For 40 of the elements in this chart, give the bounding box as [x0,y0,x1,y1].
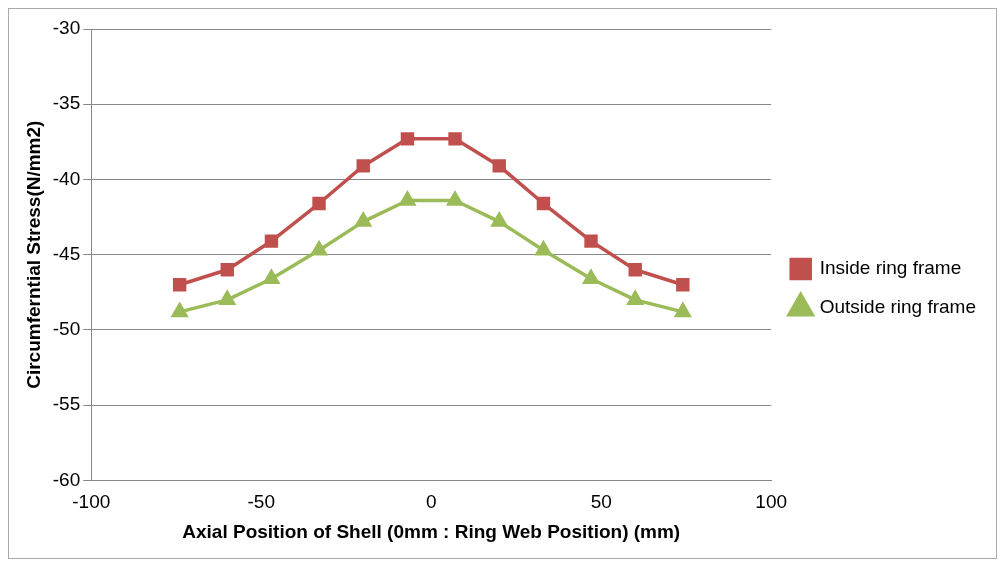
point [447,191,463,206]
x-tick-label: -100 [72,491,111,513]
point [263,270,280,285]
x-tick-label: -50 [247,491,275,513]
y-tick-label: -55 [52,393,81,415]
point [264,234,279,248]
point [312,196,326,211]
point [628,263,642,277]
point [492,159,506,173]
y-tick-label: -50 [52,318,81,340]
point [491,212,508,227]
point [171,303,188,318]
y-tick-label: -35 [52,92,81,114]
point [448,132,462,146]
y-tick-label: -30 [52,17,81,39]
y-axis-title: Circumferntial Stress(N/mm2) [22,120,44,389]
point [311,241,327,256]
legend-label: Outside ring frame [819,296,977,318]
point [356,159,370,173]
point [355,212,372,227]
point [400,132,415,146]
point [627,291,644,306]
point [535,241,552,256]
point [399,191,416,206]
point [675,303,691,318]
point [536,196,551,211]
point [676,278,690,292]
point [220,263,234,277]
legend-label: Inside ring frame [819,257,962,279]
point [172,278,187,292]
y-tick-label: -60 [52,468,81,490]
x-axis-title: Axial Position of Shell (0mm : Ring Web Position) (mm) [182,520,681,542]
point [219,291,236,306]
y-tick-label: -40 [52,167,81,189]
x-tick-label: 0 [425,491,437,513]
point [583,270,599,285]
y-tick-label: -45 [52,242,81,264]
x-tick-label: 100 [755,491,788,513]
point [584,234,598,248]
x-tick-label: 50 [590,491,612,513]
